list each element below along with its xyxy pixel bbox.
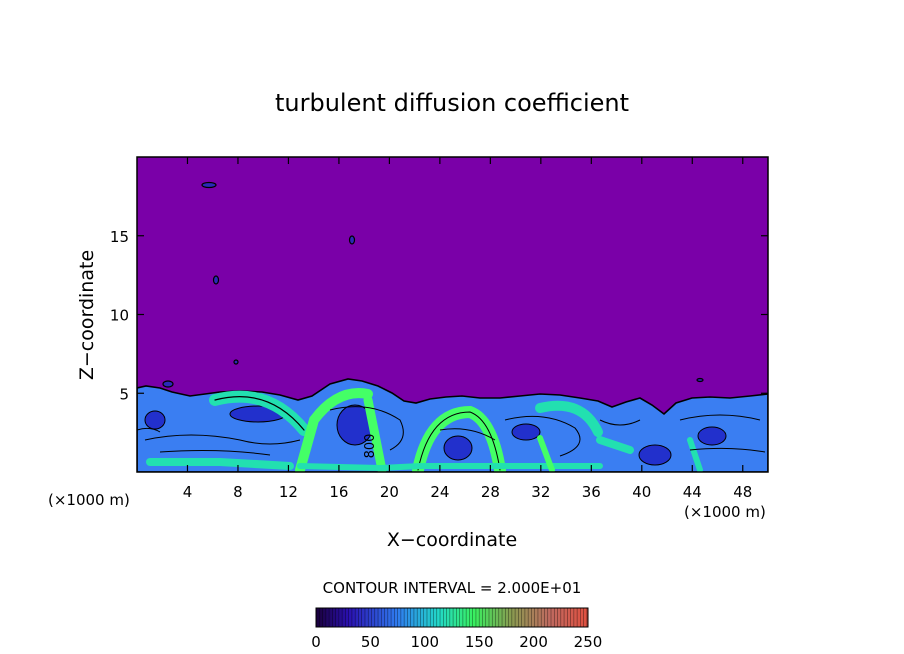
contour-interval-text: CONTOUR INTERVAL = 2.000E+01 — [323, 579, 582, 597]
colorbar-ticks: 0 50 100 150 200 250 — [311, 633, 602, 651]
y-tick-label: 15 — [110, 228, 129, 246]
x-unit-right: (×1000 m) — [684, 503, 766, 521]
x-tick-label: 32 — [531, 483, 550, 501]
colorbar-tick-label: 50 — [361, 633, 380, 651]
high-value-arcs — [146, 388, 703, 472]
colorbar-stripes — [315, 608, 588, 627]
colorbar-tick-label: 150 — [465, 633, 494, 651]
colorbar — [315, 607, 589, 628]
contour-lines — [137, 406, 766, 457]
y-tick-label: 5 — [119, 385, 129, 403]
colorbar-tick-label: 100 — [410, 633, 439, 651]
x-axis-ticks: 4 8 12 16 20 24 28 32 36 40 44 48 — [183, 157, 752, 501]
x-tick-label: 48 — [733, 483, 752, 501]
x-tick-label: 36 — [582, 483, 601, 501]
x-unit-left: (×1000 m) — [48, 491, 130, 509]
colorbar-tick-label: 250 — [574, 633, 603, 651]
chart-title: turbulent diffusion coefficient — [275, 89, 629, 117]
x-tick-label: 44 — [683, 483, 702, 501]
colorbar-tick-label: 0 — [311, 633, 321, 651]
y-tick-label: 10 — [110, 307, 129, 325]
x-tick-label: 24 — [430, 483, 449, 501]
low-value-patches — [144, 404, 727, 466]
x-tick-label: 4 — [183, 483, 193, 501]
colorbar-tick-label: 200 — [519, 633, 548, 651]
y-axis-ticks: 5 10 15 — [110, 228, 768, 403]
contour-label: 800 — [363, 434, 378, 459]
x-tick-label: 8 — [233, 483, 243, 501]
y-axis-label: Z−coordinate — [76, 250, 98, 380]
x-axis-label: X−coordinate — [387, 529, 517, 551]
x-tick-label: 28 — [481, 483, 500, 501]
isolated-blobs — [162, 181, 704, 388]
heatmap-field — [137, 157, 768, 472]
x-tick-label: 20 — [380, 483, 399, 501]
x-tick-label: 12 — [279, 483, 298, 501]
x-tick-label: 16 — [329, 483, 348, 501]
x-tick-label: 40 — [632, 483, 651, 501]
